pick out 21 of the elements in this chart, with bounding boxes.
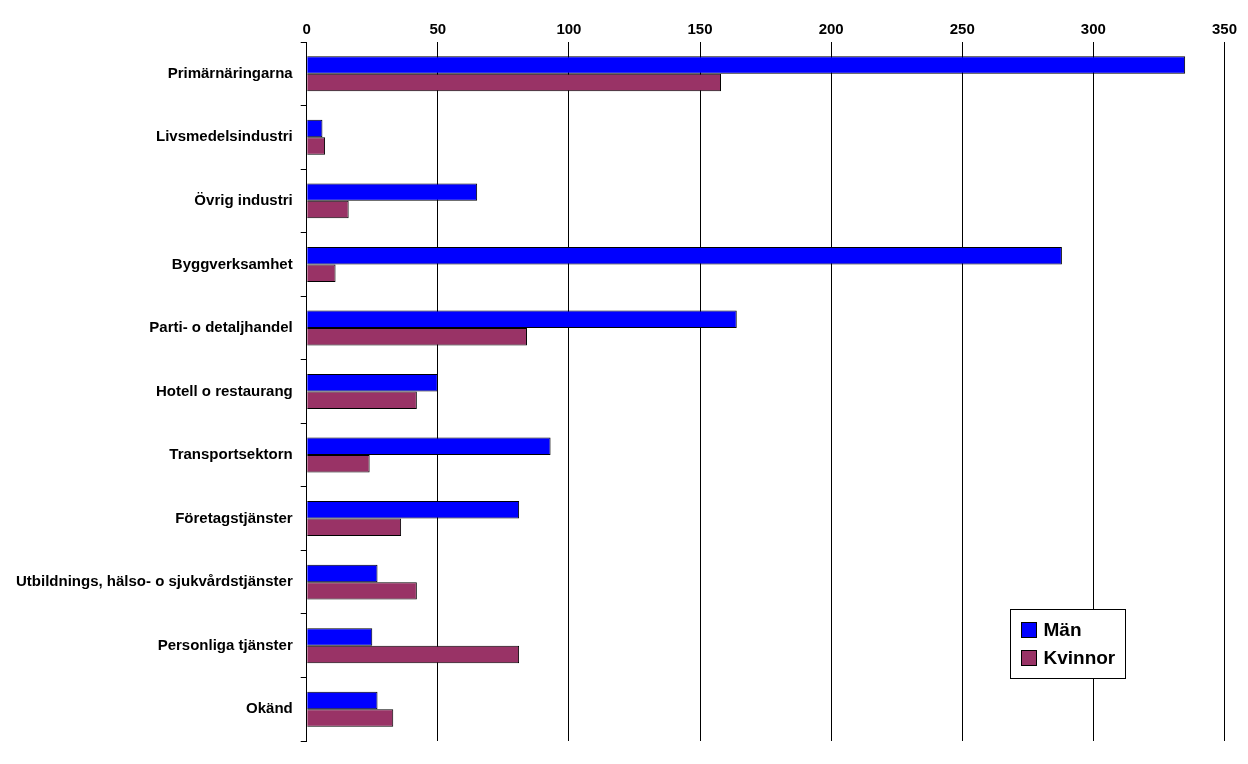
x-tick-label: 50	[429, 20, 447, 38]
y-tick-label: Primärnäringarna	[167, 63, 294, 81]
y-tick-label: Hotell o restaurang	[156, 381, 293, 399]
y-tick-label: Livsmedelsindustri	[156, 127, 293, 145]
legend-label: Män	[1043, 618, 1082, 642]
x-tick-label: 350	[1211, 20, 1237, 38]
legend-label: Kvinnor	[1043, 646, 1116, 670]
y-tick-label: Företagstjänster	[175, 508, 293, 526]
y-tick-label: Parti- o detaljhandel	[149, 318, 293, 336]
x-tick-label: 150	[687, 20, 713, 38]
x-tick-label: 200	[818, 20, 844, 38]
x-tick-label: 0	[302, 20, 311, 38]
y-tick-label: Utbildnings, hälso- o sjukvårdstjänster	[16, 572, 293, 590]
y-tick-label: Personliga tjänster	[157, 635, 293, 653]
x-tick-label: 300	[1080, 20, 1106, 38]
y-tick-label: Övrig industri	[194, 191, 293, 208]
x-tick-label: 100	[556, 20, 582, 38]
x-tick-label: 250	[949, 20, 975, 38]
y-tick-label: Okänd	[246, 699, 293, 717]
y-tick-label: Byggverksamhet	[171, 254, 293, 272]
y-tick-label: Transportsektorn	[169, 445, 293, 463]
